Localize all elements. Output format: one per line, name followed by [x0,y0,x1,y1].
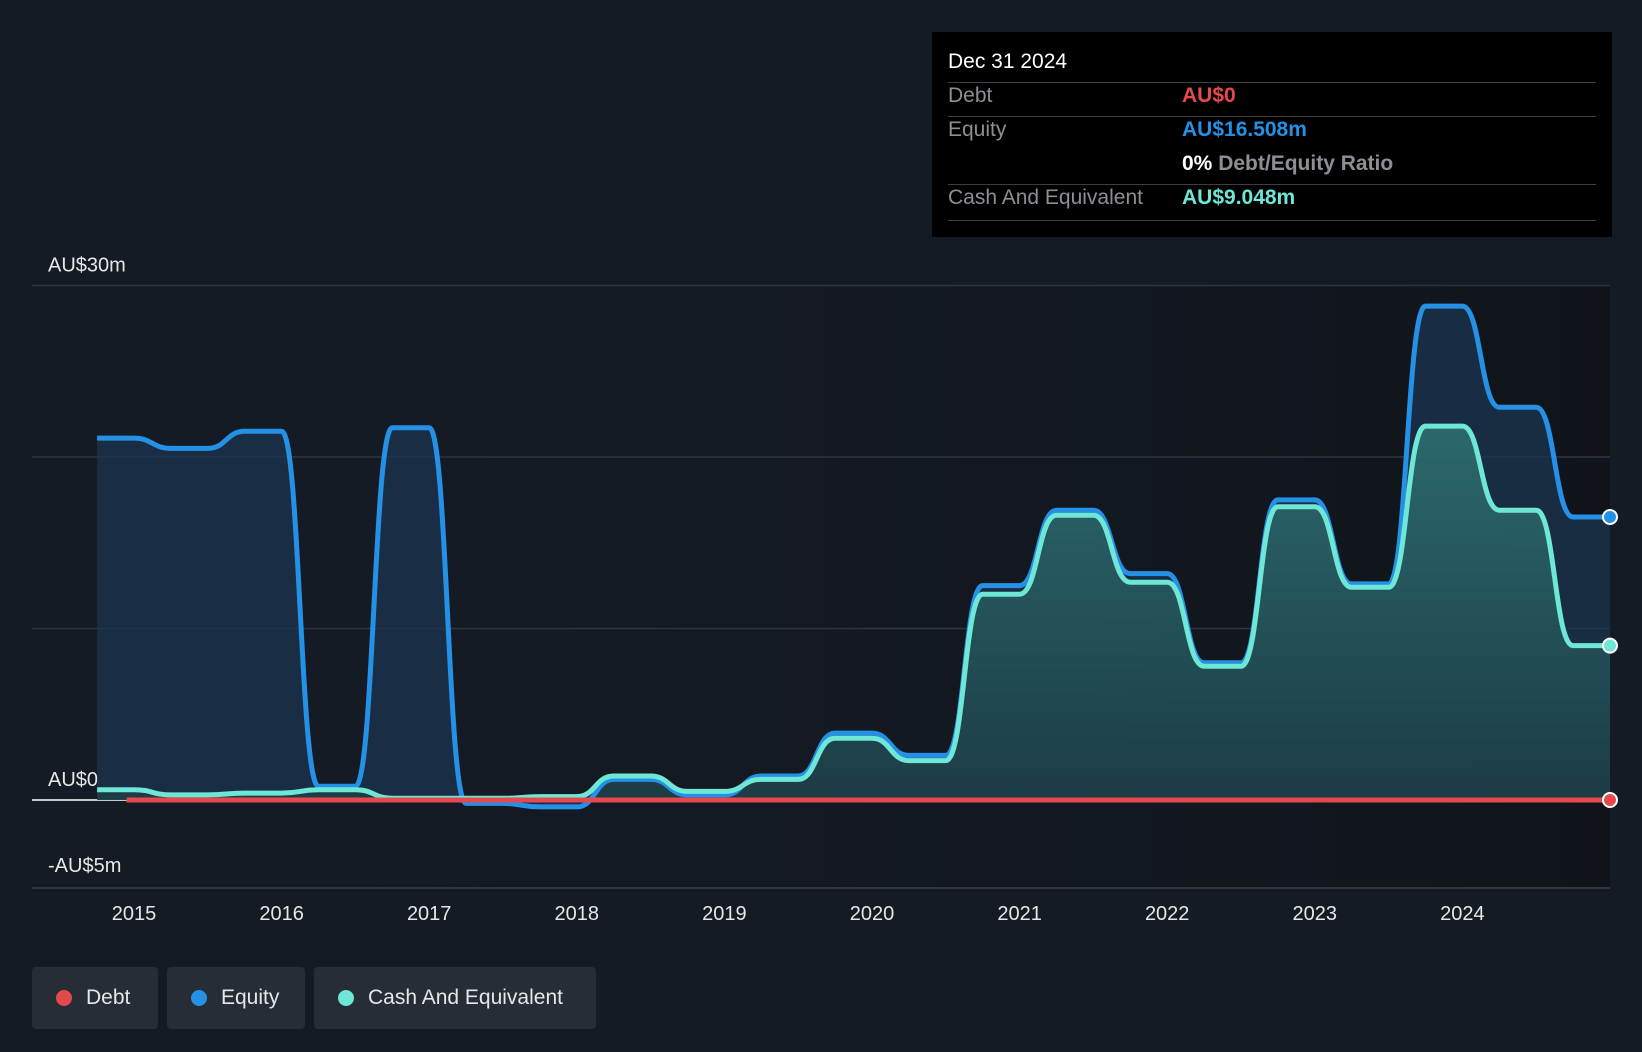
legend-item-equity[interactable]: Equity [167,967,305,1029]
cash-area [97,426,1611,800]
legend-item-debt[interactable]: Debt [32,967,158,1029]
tooltip-date: Dec 31 2024 [948,50,1068,73]
tooltip-ratio-label: Debt/Equity Ratio [1218,152,1394,175]
tooltip-divider [948,82,1596,83]
legend-label-equity: Equity [221,986,280,1009]
legend-item-cash[interactable]: Cash And Equivalent [314,967,596,1029]
x-tick-label: 2017 [407,903,452,925]
y-tick-label: AU$0 [48,769,98,791]
x-tick-label: 2016 [259,903,304,925]
x-tick-label: 2019 [702,903,747,925]
tooltip-cash-label: Cash And Equivalent [948,186,1143,209]
tooltip-panel: Dec 31 2024 Debt AU$0 Equity AU$16.508m … [932,32,1612,237]
tooltip-divider [948,184,1596,185]
tooltip-equity-value: AU$16.508m [1182,118,1307,141]
x-tick-label: 2015 [112,903,157,925]
cash-dot-icon [338,990,354,1006]
equity-end-point [1602,509,1618,526]
tooltip-equity-label: Equity [948,118,1007,141]
y-tick-label: AU$30m [48,255,126,277]
tooltip-debt-label: Debt [948,84,993,107]
x-tick-label: 2021 [997,903,1042,925]
cash-end-point [1602,637,1618,654]
legend-label-cash: Cash And Equivalent [368,986,563,1009]
cash-line [97,423,1610,801]
tooltip-ratio-value: 0% [1182,152,1213,175]
x-tick-label: 2018 [555,903,600,925]
tooltip-cash-value: AU$9.048m [1182,186,1296,209]
x-tick-label: 2022 [1145,903,1190,925]
y-tick-label: -AU$5m [48,855,121,877]
tooltip-debt-value: AU$0 [1182,84,1236,107]
debt-end-point [1602,792,1618,808]
debt-dot-icon [56,990,72,1006]
tooltip-ratio: 0% Debt/Equity Ratio [1182,152,1393,176]
legend-label-debt: Debt [86,986,131,1009]
tooltip-divider [948,116,1596,117]
equity-dot-icon [191,990,207,1006]
equity-line [97,303,1610,810]
tooltip-divider [948,220,1596,221]
x-tick-label: 2020 [850,903,895,925]
x-tick-label: 2023 [1293,903,1338,925]
x-tick-label: 2024 [1440,903,1485,925]
